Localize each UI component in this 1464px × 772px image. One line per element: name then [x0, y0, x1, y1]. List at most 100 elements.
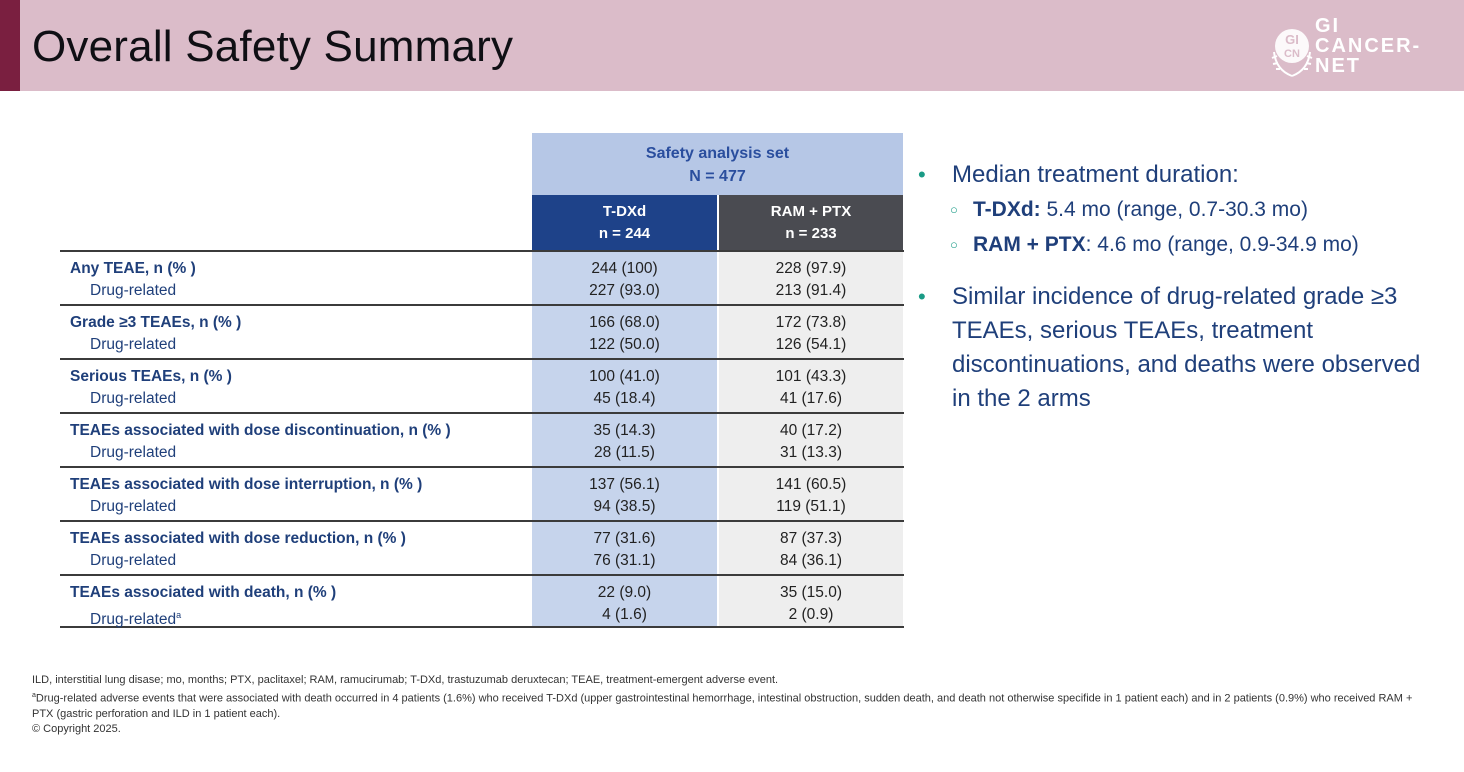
column-header-ram-ptx: RAM + PTX n = 233 [719, 195, 903, 250]
sub-bullet-tdxd: ○ T-DXd: 5.4 mo (range, 0.7-30.3 mo) [918, 192, 1438, 227]
row-label-main: Serious TEAEs, n (% ) [70, 368, 232, 385]
row-label-main: TEAEs associated with dose reduction, n … [70, 530, 406, 547]
cell-tdxd: 35 (14.3) 28 (11.5) [532, 414, 717, 466]
row-label-sub-text: Drug-related [90, 552, 177, 569]
cell-ram-ptx-value: 141 (60.5) [775, 476, 847, 493]
abbreviations-footnote: ILD, interstitial lung disase; mo, month… [32, 674, 779, 686]
row-label-sub: Drug-related [70, 280, 196, 302]
footnote-marker: a [176, 610, 182, 620]
row-label-main: Any TEAE, n (% ) [70, 260, 196, 277]
table-row: Grade ≥3 TEAEs, n (% ) Drug-related 166 … [60, 304, 904, 358]
cell-tdxd: 77 (31.6) 76 (31.1) [532, 522, 717, 574]
row-label-sub-text: Drug-related [90, 336, 177, 353]
cell-ram-ptx: 101 (43.3) 41 (17.6) [719, 360, 903, 412]
sub-bullet-ram-ptx-label: RAM + PTX [973, 233, 1086, 256]
row-label-sub: Drug-related [70, 442, 451, 464]
death-footnote-marker: a [32, 692, 36, 699]
bullet-dot-icon: • [918, 162, 926, 187]
cell-ram-ptx-sub-value: 84 (36.1) [779, 552, 843, 569]
bullet-similar-incidence: • Similar incidence of drug-related grad… [918, 280, 1438, 416]
row-label-sub: Drug-related [70, 388, 232, 410]
cell-tdxd: 100 (41.0) 45 (18.4) [532, 360, 717, 412]
cell-ram-ptx: 35 (15.0) 2 (0.9) [719, 576, 903, 626]
cell-ram-ptx: 141 (60.5) 119 (51.1) [719, 468, 903, 520]
row-label-sub-text: Drug-related [90, 390, 177, 407]
death-footnote: aDrug-related adverse events that were a… [32, 688, 1432, 722]
sub-bullet-tdxd-label: T-DXd: [973, 198, 1041, 221]
title-bar: Overall Safety Summary GI CN GI CANCER- … [0, 0, 1464, 91]
cell-tdxd-sub-value: 227 (93.0) [589, 282, 660, 299]
table-body: Any TEAE, n (% ) Drug-related 244 (100) 2… [60, 250, 904, 628]
row-label-main: Grade ≥3 TEAEs, n (% ) [70, 314, 242, 331]
row-label: TEAEs associated with dose reduction, n … [70, 528, 406, 572]
row-label-main: TEAEs associated with death, n (% ) [70, 584, 337, 601]
cell-ram-ptx-value: 87 (37.3) [779, 530, 843, 547]
row-label-sub-text: Drug-related [90, 498, 177, 515]
cell-ram-ptx-value: 35 (15.0) [779, 584, 843, 601]
row-label-sub-text: Drug-related [90, 282, 177, 299]
table-row: TEAEs associated with dose interruption,… [60, 466, 904, 520]
page-title: Overall Safety Summary [32, 22, 514, 71]
column-header-ram-ptx-n: n = 233 [785, 225, 837, 242]
title-accent-stripe [0, 0, 20, 91]
row-label: TEAEs associated with dose discontinuati… [70, 420, 451, 464]
cell-ram-ptx-value: 228 (97.9) [775, 260, 847, 277]
hollow-circle-icon: ○ [950, 202, 958, 217]
footnotes: ILD, interstitial lung disase; mo, month… [32, 673, 1432, 737]
row-label: Serious TEAEs, n (% ) Drug-related [70, 366, 232, 410]
column-header-tdxd-n: n = 244 [598, 225, 651, 242]
sub-bullet-tdxd-text: 5.4 mo (range, 0.7-30.3 mo) [1040, 198, 1308, 221]
table-row: TEAEs associated with dose reduction, n … [60, 520, 904, 574]
table-row: TEAEs associated with dose discontinuati… [60, 412, 904, 466]
cell-ram-ptx-value: 172 (73.8) [775, 314, 847, 331]
cell-tdxd-value: 244 (100) [591, 260, 658, 277]
row-label: TEAEs associated with dose interruption,… [70, 474, 422, 518]
cell-ram-ptx-value: 40 (17.2) [779, 422, 843, 439]
copyright: © Copyright 2025. [32, 722, 121, 735]
row-label-sub: Drug-relateda [70, 604, 336, 631]
cell-ram-ptx-sub-value: 2 (0.9) [788, 606, 834, 623]
bullet-median-duration-text: Median treatment duration: [952, 161, 1239, 188]
row-label-sub-text: Drug-related [90, 444, 177, 461]
cell-tdxd-sub-value: 4 (1.6) [602, 606, 647, 623]
cell-tdxd-value: 22 (9.0) [597, 584, 652, 601]
cell-tdxd: 22 (9.0) 4 (1.6) [532, 576, 717, 626]
logo-wordmark: GI CANCER- NET [1315, 16, 1421, 76]
bullet-median-duration: • Median treatment duration: [918, 158, 1438, 192]
table-row: Any TEAE, n (% ) Drug-related 244 (100) 2… [60, 250, 904, 304]
row-label: TEAEs associated with death, n (% ) Drug… [70, 582, 336, 631]
bullet-dot-icon: • [918, 284, 926, 309]
cell-tdxd-sub-value: 45 (18.4) [593, 390, 656, 407]
table-row: TEAEs associated with death, n (% ) Drug… [60, 574, 904, 628]
logo-badge-top: GI [1285, 32, 1299, 47]
safety-analysis-set-label: Safety analysis set [645, 145, 790, 162]
cell-ram-ptx: 40 (17.2) 31 (13.3) [719, 414, 903, 466]
cell-tdxd-sub-value: 122 (50.0) [589, 336, 660, 353]
sub-bullet-ram-ptx: ○ RAM + PTX: 4.6 mo (range, 0.9-34.9 mo) [918, 227, 1438, 262]
safety-analysis-set-header: Safety analysis set N = 477 [532, 133, 903, 195]
cell-tdxd-value: 137 (56.1) [589, 476, 660, 493]
cell-ram-ptx-sub-value: 213 (91.4) [775, 282, 847, 299]
cell-ram-ptx-sub-value: 41 (17.6) [779, 390, 843, 407]
safety-analysis-set-n: N = 477 [689, 168, 746, 185]
row-label-main: TEAEs associated with dose discontinuati… [70, 422, 451, 439]
cell-tdxd-value: 77 (31.6) [593, 530, 656, 547]
cell-ram-ptx-value: 101 (43.3) [775, 368, 847, 385]
row-label: Grade ≥3 TEAEs, n (% ) Drug-related [70, 312, 241, 356]
cell-ram-ptx: 87 (37.3) 84 (36.1) [719, 522, 903, 574]
cell-tdxd-value: 166 (68.0) [589, 314, 660, 331]
row-label-main: TEAEs associated with dose interruption,… [70, 476, 423, 493]
sub-bullet-ram-ptx-text: : 4.6 mo (range, 0.9-34.9 mo) [1085, 233, 1359, 256]
death-footnote-text: Drug-related adverse events that were as… [32, 692, 1413, 720]
cell-tdxd: 166 (68.0) 122 (50.0) [532, 306, 717, 358]
logo-line-3: NET [1315, 55, 1361, 77]
logo-line-2: CANCER- [1315, 35, 1422, 57]
cell-tdxd-sub-value: 76 (31.1) [593, 552, 656, 569]
gicancernet-logo-icon: GI CN [1271, 29, 1313, 77]
cell-ram-ptx-sub-value: 126 (54.1) [775, 336, 847, 353]
row-label-sub: Drug-related [70, 550, 406, 572]
cell-ram-ptx: 172 (73.8) 126 (54.1) [719, 306, 903, 358]
column-header-ram-ptx-name: RAM + PTX [770, 203, 852, 220]
cell-tdxd-value: 100 (41.0) [589, 368, 660, 385]
cell-tdxd-value: 35 (14.3) [593, 422, 656, 439]
